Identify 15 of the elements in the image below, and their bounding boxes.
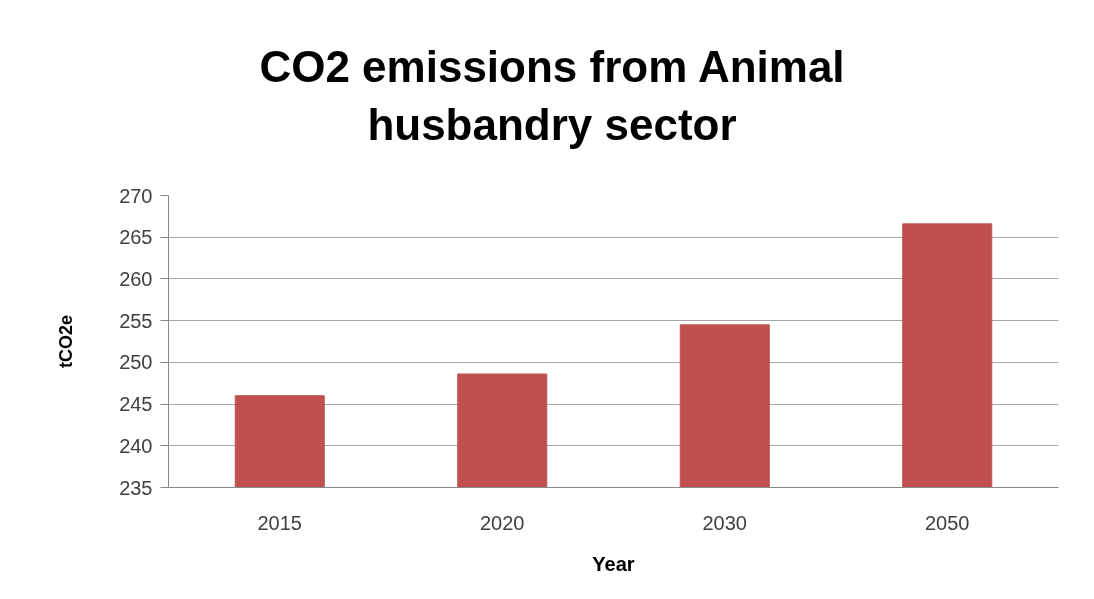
y-tick-label: 260 [119,267,153,290]
y-tick-label: 265 [119,226,153,249]
x-axis-title: Year [592,552,635,575]
y-tick-label: 235 [119,476,153,499]
y-tick-label: 245 [119,393,153,416]
y-tick-label: 270 [119,184,153,207]
x-tick-label: 2020 [480,511,525,534]
y-tick-label: 240 [119,434,153,457]
y-tick-label: 255 [119,309,153,332]
x-tick-label: 2030 [702,511,747,534]
chart-title: CO2 emissions from Animal husbandry sector [259,41,845,151]
x-tick-label: 2050 [925,511,970,534]
x-tick-label: 2015 [257,511,302,534]
y-tick-label: 250 [119,351,153,374]
y-axis-title: tCO2e [56,314,77,369]
